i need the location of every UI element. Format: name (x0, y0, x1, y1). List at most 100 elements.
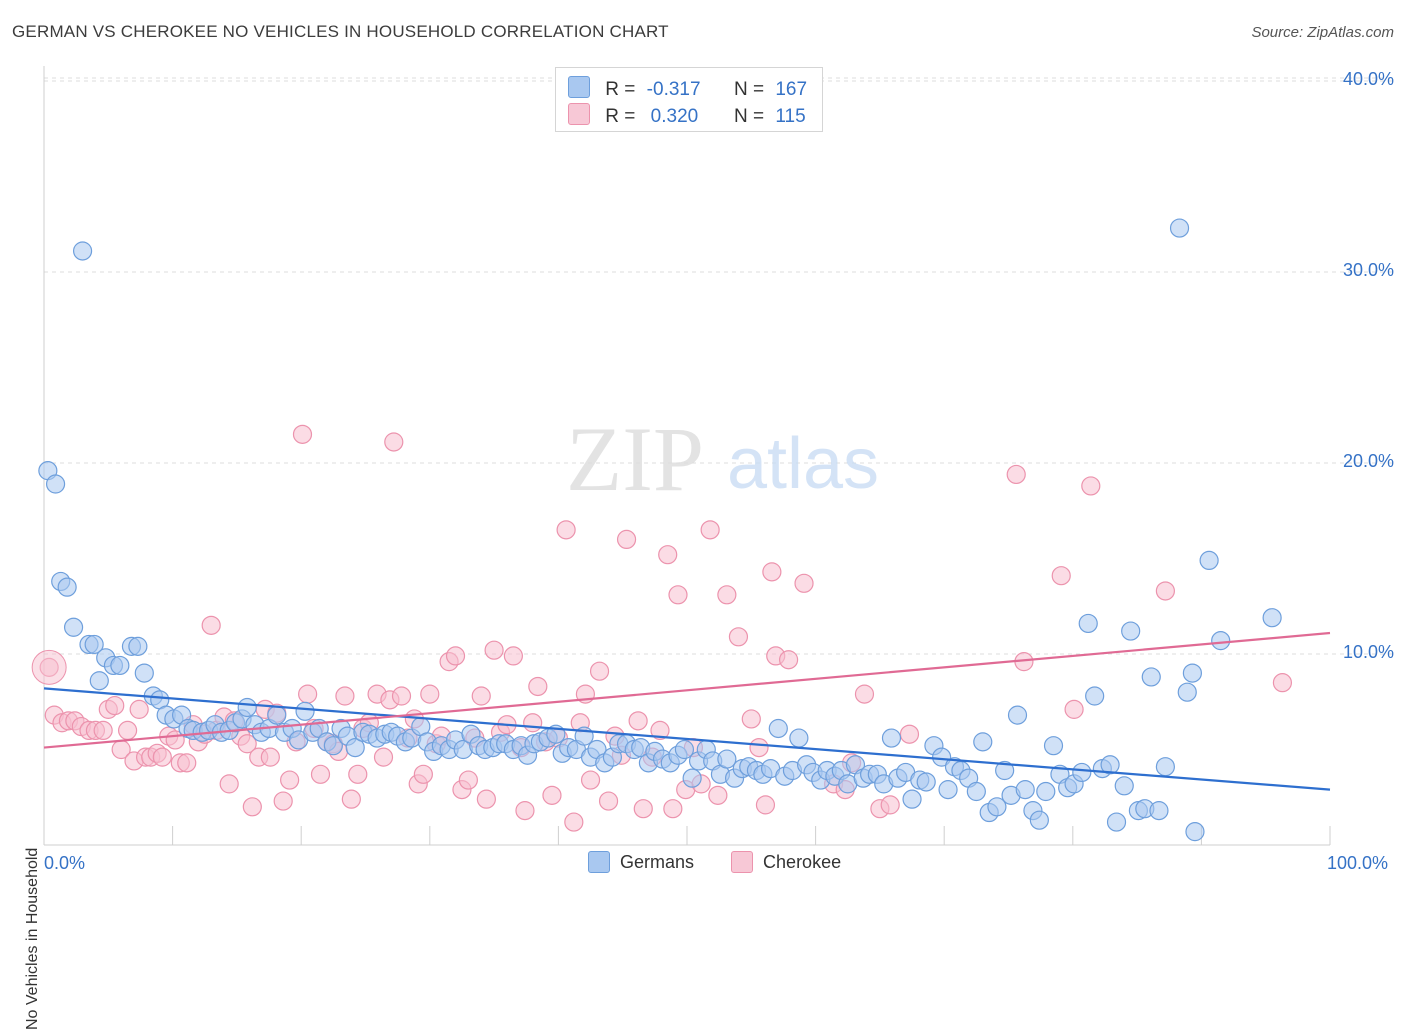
german-point (1169, 218, 1190, 238)
german-point (1121, 621, 1141, 641)
cherokee-point (880, 795, 900, 815)
german-point (134, 663, 154, 683)
cherokee-point (717, 585, 737, 605)
german-point (1085, 686, 1105, 706)
germans-n-value: 167 (775, 79, 808, 100)
cherokee-trend-line (43, 631, 1331, 749)
german-point (789, 728, 809, 748)
german-point (1177, 682, 1197, 702)
german-point (1043, 736, 1064, 756)
cherokee-point (458, 770, 478, 790)
german-trend-line (43, 687, 1331, 791)
german-point (110, 655, 130, 676)
legend-germans: Germans (588, 851, 694, 873)
german-point (987, 797, 1007, 817)
cherokee-point (755, 795, 776, 815)
cherokee-point (310, 764, 331, 784)
cherokee-point (708, 785, 728, 805)
cherokee-point (471, 686, 491, 706)
cherokee-point (741, 709, 761, 729)
cherokee-point (899, 724, 920, 744)
german-point (1114, 776, 1134, 796)
cherokee-point (273, 791, 293, 811)
cherokee-point (663, 799, 683, 819)
german-point (938, 780, 958, 800)
x-tick-min: 0.0% (44, 853, 86, 873)
cherokee-point (292, 424, 313, 444)
german-point (1029, 810, 1049, 830)
german-point (1211, 631, 1231, 651)
y-tick-label: 20.0% (1342, 451, 1394, 471)
scatter-plot: ZIP atlas (31, 66, 1394, 846)
cherokee-point (1081, 476, 1101, 496)
cherokee-point (341, 789, 361, 809)
german-point (1262, 608, 1282, 628)
cherokee-point (242, 797, 262, 817)
cherokee-point (650, 720, 670, 741)
german-point (89, 671, 109, 691)
german-point (63, 617, 84, 637)
german-point (45, 474, 66, 494)
german-point (682, 768, 702, 788)
trend-lines (43, 631, 1331, 791)
germans-r-value: -0.317 (646, 79, 701, 100)
cherokee-point (542, 785, 562, 805)
cherokee-point (523, 713, 543, 733)
german-point (1141, 667, 1161, 687)
cherokee-point (589, 661, 610, 681)
cherokee-point (616, 529, 637, 550)
cherokee-point (762, 562, 782, 582)
german-point (1072, 762, 1092, 783)
cherokee-point (503, 646, 523, 666)
cherokee-point (633, 799, 653, 819)
legend-germans-label: Germans (620, 851, 695, 872)
cherokee-point (348, 764, 368, 784)
axes (43, 66, 1331, 846)
cherokee-point (391, 686, 412, 706)
cherokee-point (749, 737, 769, 758)
german-point (902, 789, 922, 809)
y-tick-label: 10.0% (1342, 642, 1394, 662)
cherokee-point (728, 627, 749, 647)
cherokee-point (152, 747, 172, 767)
cherokee-point (280, 770, 300, 790)
cherokee-point (445, 646, 466, 666)
y-tick-label: 40.0% (1342, 69, 1394, 89)
chart-title: GERMAN VS CHEROKEE NO VEHICLES IN HOUSEH… (12, 22, 669, 41)
german-point (295, 701, 315, 721)
german-point (1100, 755, 1120, 775)
german-point (973, 732, 993, 752)
germans-swatch (568, 76, 590, 98)
german-point (323, 736, 343, 756)
cherokee-point (177, 753, 197, 773)
cherokee-point (658, 545, 678, 565)
german-point (881, 728, 902, 748)
cherokee-point (854, 684, 875, 704)
x-tick-max: 100.0% (1327, 853, 1389, 873)
german-point (1078, 613, 1098, 634)
cherokee-r-value: 0.320 (650, 106, 699, 127)
source-label: Source: ZipAtlas.com (1251, 24, 1394, 41)
cherokee-point (1051, 566, 1071, 586)
german-point (995, 760, 1015, 781)
german-point (1182, 663, 1202, 683)
german-point (1185, 822, 1205, 842)
cherokee-point (93, 720, 113, 741)
cherokee-point (564, 812, 584, 832)
legend-germans-swatch (588, 851, 610, 873)
german-point (237, 697, 257, 718)
cherokee-point (1006, 464, 1026, 485)
cherokee-point (129, 699, 149, 719)
german-point (128, 636, 148, 656)
watermark-zip: ZIP (566, 408, 704, 510)
stats-box: R = -0.317 N = 167 R = 0.320 N = 115 (555, 67, 823, 132)
german-point (1149, 801, 1169, 821)
cherokee-point-large (31, 649, 67, 685)
german-point (932, 747, 952, 767)
german-point (1015, 780, 1035, 800)
german-point (1036, 781, 1056, 802)
cherokee-point (413, 764, 433, 784)
cherokee-point (668, 585, 688, 605)
german-point (84, 634, 104, 655)
legend: Germans Cherokee (588, 851, 873, 878)
